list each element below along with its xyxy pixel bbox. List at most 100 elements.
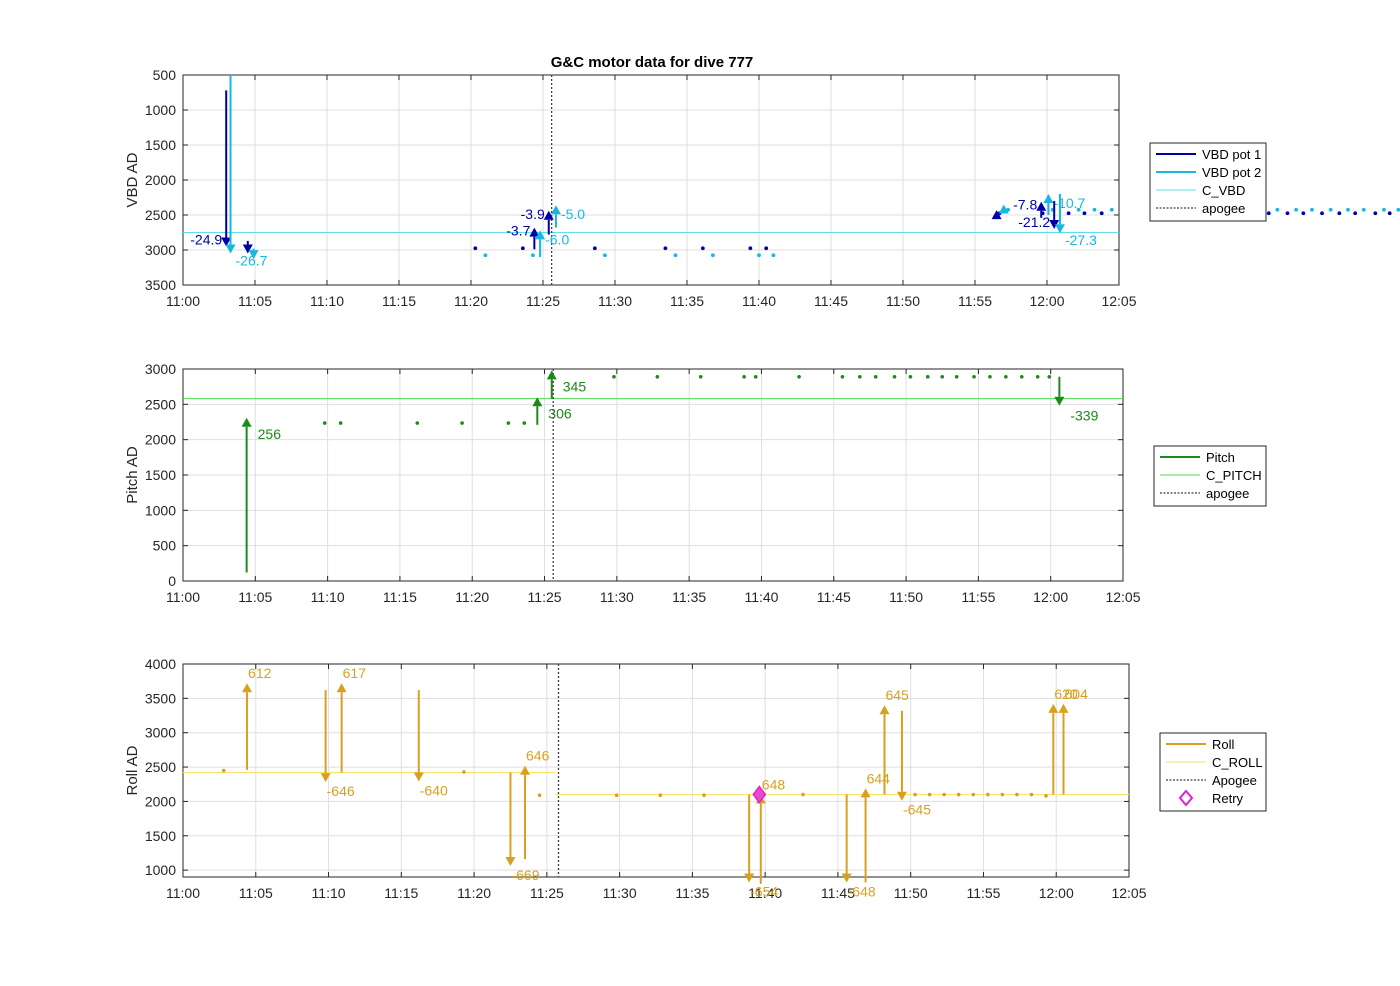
roll-point bbox=[221, 768, 226, 773]
vbd-pot2-point bbox=[1346, 207, 1350, 212]
vbd-pot2-point bbox=[1310, 207, 1314, 212]
vbd-pot1-point bbox=[663, 246, 668, 251]
roll-move-label: 604 bbox=[1065, 686, 1089, 702]
vbd-move-arrowhead bbox=[1036, 201, 1047, 211]
retry-marker bbox=[752, 785, 767, 804]
pitch-move-label: 306 bbox=[548, 405, 572, 421]
vbd-pot1-point bbox=[1266, 211, 1271, 216]
roll-move-arrowhead bbox=[336, 683, 347, 693]
pitch-point bbox=[612, 374, 616, 379]
vbd-move-label: -24.9 bbox=[190, 232, 222, 248]
roll-axes: 11:00 11:05 11:10 11:15 11:20 11:25 11:30 11:35… bbox=[124, 656, 1147, 901]
pitch-point bbox=[415, 421, 420, 425]
legend-label: apogee bbox=[1206, 486, 1249, 501]
roll-point bbox=[1044, 794, 1048, 798]
y-tick-label: 3500 bbox=[145, 690, 176, 706]
vbd-pot2-point bbox=[1275, 207, 1280, 212]
x-tick-label: 11:00 bbox=[166, 293, 200, 309]
vbd-move-arrowhead bbox=[998, 204, 1009, 214]
roll-move-label: -654 bbox=[750, 883, 778, 899]
vbd-pot2-point bbox=[483, 253, 488, 258]
vbd-move-label: -21.2 bbox=[1018, 214, 1050, 230]
vbd-pot2-point bbox=[1092, 207, 1097, 212]
roll-move-arrowhead bbox=[841, 873, 852, 883]
pitch-move-label: 256 bbox=[258, 426, 282, 442]
vbd-pot2-point bbox=[1361, 207, 1366, 212]
x-tick-label: 11:05 bbox=[238, 293, 272, 309]
y-tick-label: 3000 bbox=[145, 242, 176, 258]
pitch-move-arrowhead bbox=[1054, 396, 1065, 406]
vbd-move-arrowhead bbox=[550, 205, 561, 215]
pitch-move-arrowhead bbox=[532, 397, 543, 407]
pitch-point bbox=[972, 374, 976, 379]
vbd-pot1-point bbox=[1387, 211, 1392, 216]
pitch-point bbox=[940, 374, 945, 379]
y-tick-label: 500 bbox=[153, 538, 177, 554]
roll-point bbox=[942, 792, 946, 797]
roll-move-arrowhead bbox=[1048, 703, 1059, 713]
x-tick-label: 11:45 bbox=[817, 589, 851, 605]
x-tick-label: 11:35 bbox=[670, 293, 704, 309]
y-tick-label: 3500 bbox=[145, 277, 176, 293]
pitch-point bbox=[1004, 374, 1008, 379]
roll-point bbox=[913, 792, 917, 797]
pitch-point bbox=[954, 374, 959, 379]
y-tick-label: 2500 bbox=[145, 207, 176, 223]
vbd-pot2-point bbox=[531, 253, 535, 258]
y-tick-label: 2500 bbox=[145, 759, 176, 775]
roll-point bbox=[956, 792, 961, 797]
x-tick-label: 11:30 bbox=[603, 885, 637, 901]
x-tick-label: 12:00 bbox=[1039, 885, 1074, 901]
vbd-pot1-point bbox=[1285, 211, 1290, 216]
roll-legend: Roll C_ROLL Apogee Retry bbox=[1159, 732, 1267, 812]
pitch-point bbox=[840, 374, 845, 379]
x-tick-label: 11:45 bbox=[814, 293, 848, 309]
legend-label: Roll bbox=[1212, 737, 1235, 752]
pitch-point bbox=[460, 421, 464, 425]
x-tick-label: 11:05 bbox=[238, 589, 272, 605]
roll-move-label: -648 bbox=[848, 883, 876, 899]
chart-title: G&C motor data for dive 777 bbox=[551, 54, 754, 71]
roll-move-label: 645 bbox=[885, 687, 909, 703]
roll-point bbox=[614, 793, 619, 798]
x-tick-label: 12:00 bbox=[1033, 589, 1068, 605]
y-tick-label: 2000 bbox=[145, 432, 176, 448]
vbd-move-arrowhead bbox=[221, 237, 232, 247]
roll-point bbox=[971, 792, 976, 797]
roll-move-arrowhead bbox=[520, 765, 531, 775]
x-tick-label: 11:40 bbox=[742, 293, 776, 309]
roll-point bbox=[1029, 792, 1034, 797]
pitch-point bbox=[1019, 374, 1024, 379]
pitch-point bbox=[858, 374, 862, 379]
legend-label: VBD pot 2 bbox=[1202, 165, 1261, 180]
y-tick-label: 2500 bbox=[145, 396, 176, 412]
pitch-point bbox=[655, 374, 660, 379]
roll-move-label: 620 bbox=[1054, 686, 1078, 702]
axes-frame bbox=[182, 74, 1120, 286]
x-tick-label: 11:10 bbox=[310, 293, 344, 309]
roll-move-arrowhead bbox=[744, 873, 755, 883]
vbd-pot1-point bbox=[1353, 211, 1358, 216]
pitch-point bbox=[873, 374, 878, 379]
roll-move-arrowhead bbox=[896, 791, 907, 801]
pitch-axes: 11:00 11:05 11:10 11:15 11:20 11:25 11:30 11:35… bbox=[124, 361, 1141, 605]
pitch-move-arrowhead bbox=[241, 417, 252, 427]
vbd-pot1-point bbox=[700, 246, 705, 251]
legend-label: VBD pot 1 bbox=[1202, 147, 1261, 162]
x-tick-label: 11:15 bbox=[384, 885, 418, 901]
roll-move-label: 617 bbox=[343, 665, 367, 681]
x-tick-label: 11:30 bbox=[598, 293, 632, 309]
x-tick-label: 11:00 bbox=[166, 885, 200, 901]
x-tick-label: 11:35 bbox=[675, 885, 709, 901]
vbd-pot2-point bbox=[711, 253, 715, 258]
vbd-pot1-point bbox=[1099, 211, 1104, 216]
pitch-point bbox=[908, 374, 913, 379]
x-tick-label: 11:40 bbox=[748, 885, 782, 901]
x-tick-label: 11:25 bbox=[526, 293, 560, 309]
x-tick-label: 11:15 bbox=[382, 293, 416, 309]
legend-label: Retry bbox=[1212, 791, 1244, 806]
y-tick-label: 1500 bbox=[145, 467, 176, 483]
y-tick-label: 2000 bbox=[145, 172, 176, 188]
